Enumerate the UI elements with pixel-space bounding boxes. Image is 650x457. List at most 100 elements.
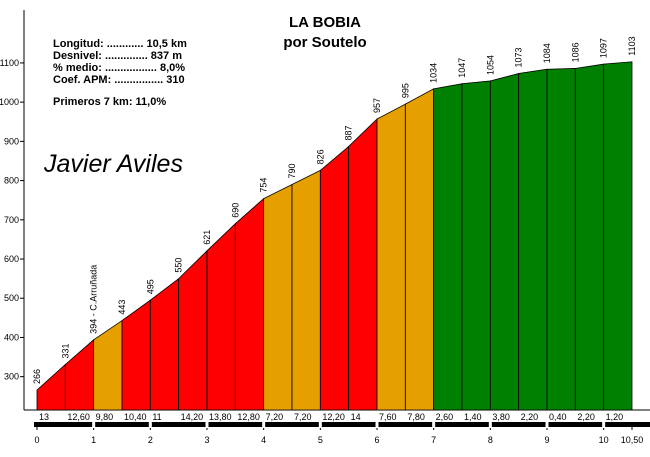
segment <box>574 63 605 411</box>
x-tick-label: 5 <box>318 435 323 445</box>
gradient-label: 3,80 <box>492 412 510 422</box>
gradient-label: 12,20 <box>322 412 345 422</box>
gradient-label: 1,40 <box>464 412 482 422</box>
x-tick-label: 9 <box>544 435 549 445</box>
segment <box>291 169 321 411</box>
km-strip-gap <box>602 421 606 428</box>
x-tick-label: 3 <box>204 435 209 445</box>
gradient-label: 12,80 <box>237 412 260 422</box>
info-line: Desnivel: .............. 837 m <box>53 50 182 62</box>
segment <box>489 73 520 411</box>
gradient-label: 12,60 <box>67 412 90 422</box>
km-strip-gap <box>375 421 379 428</box>
x-tick-label: 8 <box>488 435 493 445</box>
segment <box>348 118 378 411</box>
segment <box>603 61 633 411</box>
x-tick-label: 2 <box>148 435 153 445</box>
y-tick-label: 1000 <box>0 97 19 107</box>
km-strip-gap <box>545 421 549 428</box>
y-tick-label: 400 <box>4 332 19 342</box>
km-strip-gap <box>488 421 492 428</box>
km-strip-gap <box>205 421 209 428</box>
elevation-label: 1103 <box>627 36 637 55</box>
elevation-label: 495 <box>145 279 155 294</box>
x-tick-label: 4 <box>261 435 266 445</box>
gradient-label: 2,20 <box>521 412 539 422</box>
gradient-label: 7,20 <box>294 412 312 422</box>
segment <box>234 197 265 411</box>
info-line: % medio: ................. 8,0% <box>53 62 185 74</box>
segment <box>461 80 491 411</box>
segment <box>404 88 435 411</box>
elevation-label: 621 <box>202 230 212 245</box>
elevation-label: 1054 <box>485 55 495 75</box>
gradient-label: 13,80 <box>209 412 232 422</box>
km-strip-gap <box>318 421 322 428</box>
gradient-label: 9,80 <box>96 412 114 422</box>
x-tick-label: 10,50 <box>621 435 644 445</box>
elevation-label: 995 <box>400 83 410 98</box>
segment <box>149 277 180 411</box>
y-tick-label: 700 <box>4 215 19 225</box>
chart-subtitle: por Soutelo <box>283 34 366 51</box>
y-tick-label: 600 <box>4 254 19 264</box>
km-strip <box>34 422 650 427</box>
elevation-label: 394 - C.Arruñada <box>89 265 99 334</box>
x-tick-label: 10 <box>599 435 609 445</box>
elevation-label: 550 <box>174 258 184 273</box>
x-tick-label: 0 <box>34 435 39 445</box>
y-tick-label: 1100 <box>0 58 19 68</box>
elevation-label: 957 <box>372 98 382 113</box>
elevation-label: 1047 <box>457 58 467 78</box>
x-tick-label: 1 <box>91 435 96 445</box>
gradient-label: 0,40 <box>549 412 567 422</box>
segment <box>433 83 463 411</box>
note: Primeros 7 km: 11,0% <box>53 96 166 108</box>
y-tick-label: 800 <box>4 176 19 186</box>
elevation-label: 690 <box>230 203 240 218</box>
elevation-label: 887 <box>344 125 354 140</box>
x-tick-label: 7 <box>431 435 436 445</box>
x-tick-label: 6 <box>374 435 379 445</box>
gradient-label: 2,20 <box>577 412 595 422</box>
elevation-label: 790 <box>287 163 297 178</box>
elevation-label: 331 <box>60 343 70 358</box>
chart-title: LA BOBIA <box>289 14 361 31</box>
elevation-label: 1086 <box>570 42 580 62</box>
gradient-label: 13 <box>39 412 49 422</box>
elevation-label: 1084 <box>542 43 552 63</box>
elevation-label: 266 <box>32 369 42 384</box>
km-strip-gap <box>262 421 266 428</box>
y-tick-label: 500 <box>4 293 19 303</box>
y-tick-label: 900 <box>4 136 19 146</box>
gradient-label: 10,40 <box>124 412 147 422</box>
segment <box>319 145 350 411</box>
gradient-label: 2,60 <box>436 412 454 422</box>
elevation-label: 1073 <box>514 47 524 67</box>
segment <box>206 222 236 411</box>
elevation-label: 1034 <box>429 63 439 83</box>
km-strip-gap <box>148 421 152 428</box>
y-tick-label: 300 <box>4 372 19 382</box>
segment <box>376 103 406 411</box>
km-strip-gap <box>432 421 436 428</box>
elevation-label: 1097 <box>599 38 609 58</box>
elevation-label: 826 <box>315 149 325 164</box>
gradient-label: 14 <box>351 412 361 422</box>
gradient-label: 7,20 <box>266 412 284 422</box>
elevation-label: 754 <box>259 178 269 193</box>
segment <box>518 68 548 411</box>
elevation-label: 443 <box>117 300 127 315</box>
gradient-label: 14,20 <box>181 412 204 422</box>
segment <box>546 68 576 411</box>
segment <box>263 183 293 411</box>
author: Javier Aviles <box>43 150 183 178</box>
segment <box>178 249 208 411</box>
info-line: Longitud: ............ 10,5 km <box>53 38 187 50</box>
info-line: Coef. APM: ................ 310 <box>53 74 185 86</box>
km-strip-gap <box>92 421 96 428</box>
gradient-label: 7,60 <box>379 412 397 422</box>
gradient-label: 7,80 <box>407 412 425 422</box>
gradient-label: 11 <box>152 412 161 422</box>
